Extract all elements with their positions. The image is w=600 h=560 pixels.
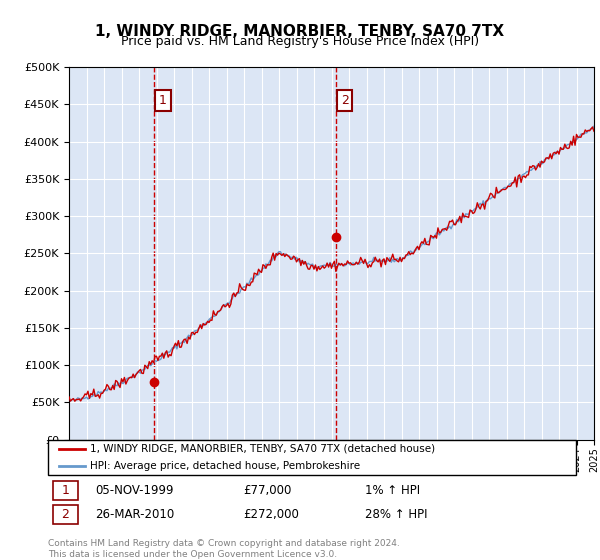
FancyBboxPatch shape	[48, 440, 576, 475]
Text: £77,000: £77,000	[244, 484, 292, 497]
Text: 1: 1	[159, 94, 167, 107]
Text: 2: 2	[341, 94, 349, 107]
Text: 1, WINDY RIDGE, MANORBIER, TENBY, SA70 7TX: 1, WINDY RIDGE, MANORBIER, TENBY, SA70 7…	[95, 24, 505, 39]
Text: 1: 1	[61, 484, 70, 497]
Text: 2: 2	[61, 508, 70, 521]
Text: 05-NOV-1999: 05-NOV-1999	[95, 484, 174, 497]
Text: 28% ↑ HPI: 28% ↑ HPI	[365, 508, 427, 521]
Text: 1% ↑ HPI: 1% ↑ HPI	[365, 484, 420, 497]
Text: £272,000: £272,000	[244, 508, 299, 521]
Text: Price paid vs. HM Land Registry's House Price Index (HPI): Price paid vs. HM Land Registry's House …	[121, 35, 479, 48]
FancyBboxPatch shape	[53, 480, 78, 500]
Text: 26-MAR-2010: 26-MAR-2010	[95, 508, 175, 521]
Text: HPI: Average price, detached house, Pembrokeshire: HPI: Average price, detached house, Pemb…	[90, 461, 361, 471]
FancyBboxPatch shape	[53, 505, 78, 524]
Text: 1, WINDY RIDGE, MANORBIER, TENBY, SA70 7TX (detached house): 1, WINDY RIDGE, MANORBIER, TENBY, SA70 7…	[90, 444, 436, 454]
Text: Contains HM Land Registry data © Crown copyright and database right 2024.
This d: Contains HM Land Registry data © Crown c…	[48, 539, 400, 559]
